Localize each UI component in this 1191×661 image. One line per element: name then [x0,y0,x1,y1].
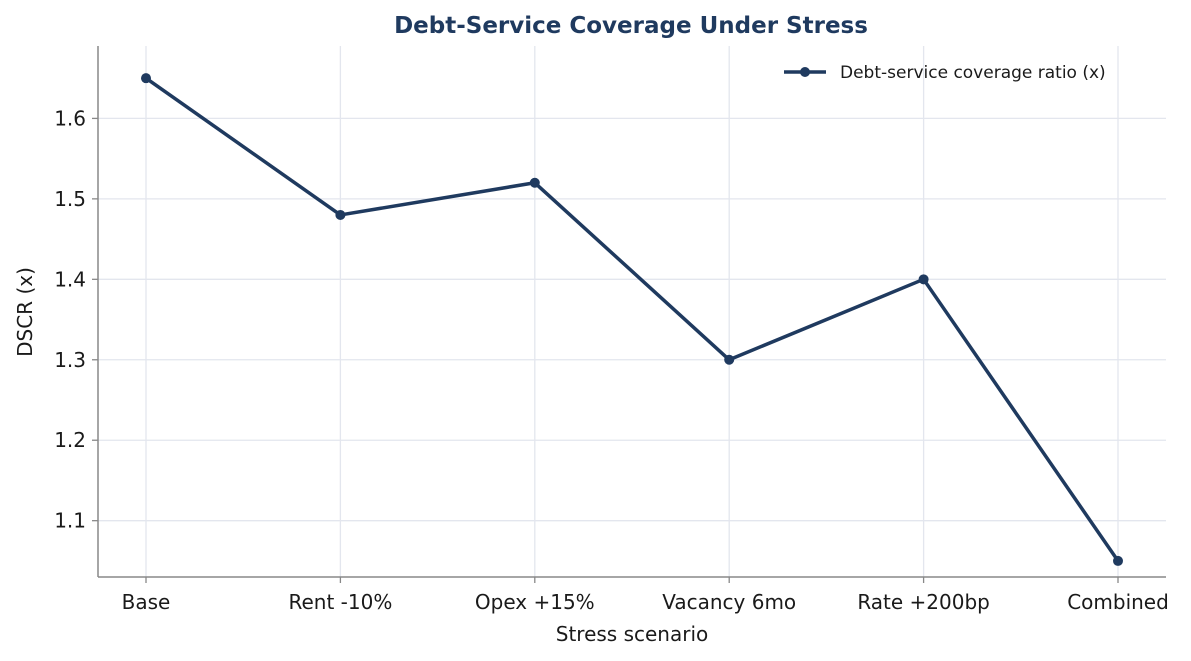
data-point [724,354,735,365]
y-axis-label: DSCR (x) [13,267,37,357]
grid [98,46,1166,577]
x-tick-label: Base [122,590,171,614]
y-tick-label: 1.4 [54,267,86,291]
chart-title: Debt-Service Coverage Under Stress [394,13,868,39]
legend-label: Debt-service coverage ratio (x) [840,63,1106,83]
x-axis-label: Stress scenario [556,622,709,646]
y-tick-label: 1.2 [54,428,86,452]
y-tick-label: 1.1 [54,509,86,533]
x-tick-label: Vacancy 6mo [662,590,796,614]
y-tick-label: 1.6 [54,106,86,130]
series [141,73,1123,566]
legend: Debt-service coverage ratio (x) [784,63,1106,83]
y-tick-label: 1.5 [54,187,86,211]
x-tick-label: Rate +200bp [857,590,990,614]
x-tick-labels: Base Rent -10% Opex +15% Vacancy 6mo Rate +2… [122,590,1169,614]
data-point [141,73,151,84]
data-point [918,274,929,285]
x-tick-label: Rent -10% [288,590,392,614]
y-tick-labels: 1.1 1.2 1.3 1.4 1.5 1.6 [54,106,86,532]
data-point [529,177,540,188]
x-tick-label: Opex +15% [475,590,595,614]
legend-marker-swatch [800,67,810,77]
data-point [335,209,346,220]
y-tick-label: 1.3 [54,348,86,372]
series-line [144,76,1120,562]
axes [92,46,1166,583]
data-point [1113,555,1123,566]
x-tick-label: Combined [1067,590,1169,614]
